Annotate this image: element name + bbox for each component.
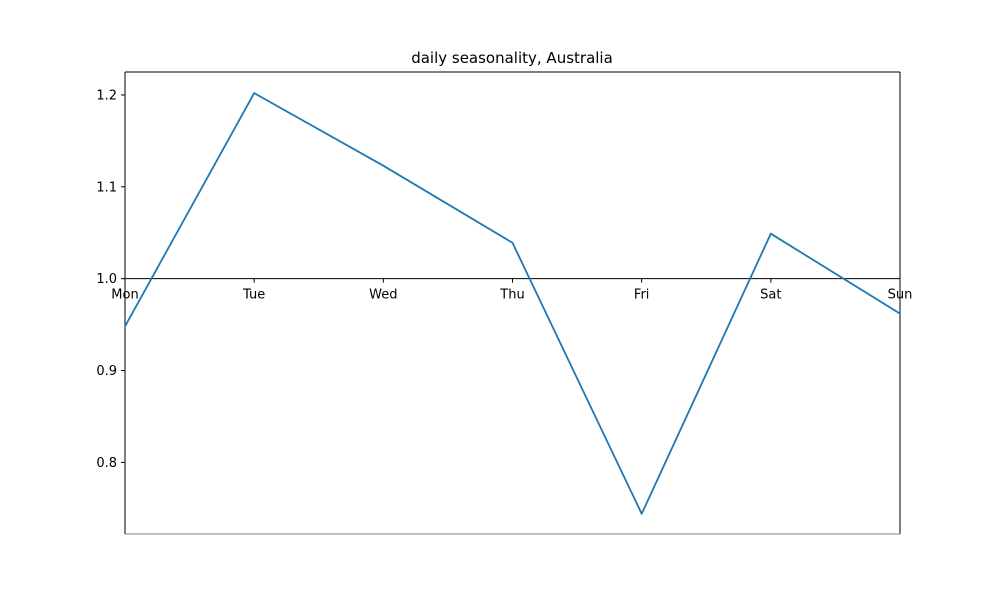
y-tick-label: 0.8 xyxy=(96,456,117,471)
data-point xyxy=(253,92,256,95)
data-point xyxy=(511,241,514,244)
x-tick-label: Mon xyxy=(111,288,138,303)
x-tick-label: Sat xyxy=(760,288,781,303)
y-tick-label: 1.0 xyxy=(96,272,117,287)
x-tick-label: Tue xyxy=(242,288,265,303)
series-line xyxy=(124,92,901,515)
x-tick-label: Sun xyxy=(888,288,913,303)
data-point xyxy=(124,325,126,328)
x-tick-label: Fri xyxy=(634,288,650,303)
x-tick-label: Thu xyxy=(499,288,524,303)
y-tick-label: 0.9 xyxy=(96,364,117,379)
data-point xyxy=(382,164,385,167)
data-point xyxy=(640,512,643,515)
axes: 0.8 0.9 1.0 1.1 1.2 Mon Tue Wed Thu Fri Sat Sun xyxy=(96,71,913,535)
data-point xyxy=(769,232,772,235)
y-tick-label: 1.1 xyxy=(96,180,117,195)
x-tick-label: Wed xyxy=(369,288,397,303)
data-point xyxy=(899,312,901,315)
y-tick-label: 1.2 xyxy=(96,88,117,103)
series-layer xyxy=(124,92,901,515)
chart-title: daily seasonality, Australia xyxy=(411,49,613,67)
